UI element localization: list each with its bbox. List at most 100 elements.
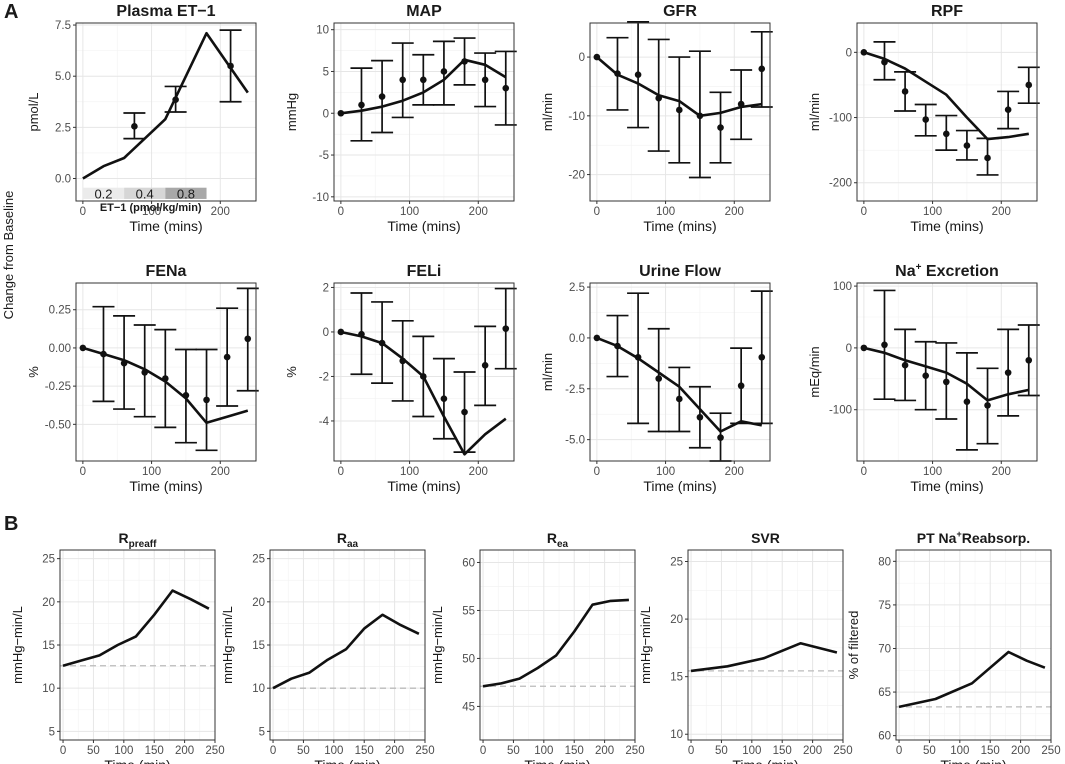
x-axis-label: Time (mins)	[910, 478, 983, 494]
dose-band-0	[82, 187, 125, 199]
y-tick-label: 45	[462, 701, 475, 713]
y-tick-label: -0.50	[45, 419, 71, 431]
x-tick-label: 50	[297, 745, 310, 757]
y-tick-label: 100	[833, 281, 852, 293]
observed-point	[502, 325, 510, 332]
chart-title: Raa	[337, 530, 359, 550]
observed-point	[1004, 106, 1012, 114]
x-axis-label: Time (mins)	[129, 478, 202, 494]
observed-point	[901, 361, 909, 369]
observed-point	[655, 94, 663, 102]
chart-title: FENa	[146, 263, 187, 280]
plot-background	[480, 550, 635, 740]
x-tick-label: 0	[594, 206, 600, 218]
observed-point	[358, 101, 365, 109]
model-line	[82, 31, 249, 180]
x-tick-label: 250	[205, 745, 224, 757]
observed-point	[943, 378, 950, 386]
x-axis-label: Time (mins)	[643, 218, 716, 234]
plot-frame	[75, 22, 257, 202]
chart-title: FELi	[407, 263, 442, 280]
y-axis-label: ml/min	[540, 93, 555, 131]
y-tick-label: 65	[878, 687, 891, 699]
observed-point	[120, 359, 128, 367]
x-tick-label: 100	[142, 466, 161, 478]
x-tick-label: 200	[1011, 745, 1030, 757]
x-tick-label: 200	[725, 466, 744, 478]
x-axis-label: Time (mins)	[643, 478, 716, 494]
chart-raa: 510152025050100150200250RaaTime (min)mmH…	[220, 530, 435, 764]
y-tick-label: 20	[42, 597, 55, 609]
x-tick-label: 200	[992, 466, 1011, 478]
y-tick-label: 10	[316, 25, 329, 37]
chart-title: RPF	[931, 3, 963, 20]
observed-point	[337, 328, 345, 336]
title-subscript: aa	[347, 539, 359, 550]
y-tick-label: 0	[846, 47, 852, 59]
observed-point	[881, 58, 888, 66]
y-tick-label: 2.5	[569, 282, 585, 294]
y-tick-label: -5.0	[565, 435, 585, 447]
title-subscript: ea	[557, 539, 569, 550]
x-tick-label: 150	[981, 745, 1000, 757]
y-tick-label: -100	[829, 113, 852, 125]
x-tick-label: 0	[338, 466, 344, 478]
chart-ptna: 60 65 70 75 80 0 50 100 150 200 250 PT Na+Reabsorp.…	[846, 529, 1061, 764]
plot-frame	[479, 549, 636, 741]
observed-point	[963, 142, 971, 149]
y-tick-label: 80	[878, 556, 891, 568]
y-tick-label: 5	[323, 66, 329, 78]
observed-point	[676, 395, 683, 403]
observed-point	[1025, 81, 1033, 89]
observed-point	[922, 372, 930, 380]
observed-point	[860, 344, 868, 352]
y-axis-label: mEq/min	[807, 346, 822, 397]
model-line	[863, 346, 1030, 402]
title-text: Reabsorp.	[962, 530, 1030, 546]
y-tick-label: 15	[42, 640, 55, 652]
y-tick-label: 0.0	[55, 173, 71, 185]
x-axis-label: Time (mins)	[910, 218, 983, 234]
observed-point	[420, 76, 427, 84]
y-axis-label: pmol/L	[26, 92, 41, 131]
y-tick-label: 5	[259, 726, 265, 738]
x-tick-label: 50	[923, 745, 936, 757]
x-tick-label: 100	[656, 466, 675, 478]
title-text: R	[337, 530, 347, 546]
model-line	[596, 336, 763, 433]
x-axis-label: Time (mins)	[387, 218, 460, 234]
observed-point	[984, 154, 991, 162]
y-tick-label: 60	[878, 731, 891, 743]
chart-rpf: -200 -100 0 0 100 200 RPF Time (mins) ml/min	[807, 3, 1040, 234]
panel-b-label: B	[4, 513, 18, 535]
panel-a-label: A	[4, 1, 18, 23]
y-tick-label: 2	[323, 282, 329, 294]
y-axis-label: ml/min	[540, 353, 555, 391]
observed-point	[696, 413, 704, 421]
observed-point	[655, 375, 663, 382]
observed-point	[481, 76, 489, 84]
y-tick-label: 15	[252, 640, 265, 652]
y-axis-label: ml/min	[807, 93, 822, 131]
plot-frame	[856, 282, 1038, 462]
x-axis-label: Time (min)	[940, 757, 1006, 764]
x-axis-label: Time (mins)	[129, 218, 202, 234]
y-tick-label: 5.0	[55, 71, 71, 83]
shared-y-axis-label: Change from Baseline	[1, 191, 16, 320]
x-axis-label: Time (min)	[732, 757, 798, 764]
y-tick-label: 25	[252, 554, 265, 566]
observed-point	[244, 335, 252, 343]
model-line	[596, 56, 762, 118]
plot-frame	[687, 549, 844, 741]
x-tick-label: 0	[338, 206, 344, 218]
chart-urine: -5.0 -2.5 0.0 2.5 0 100 200 Urine Flow Time (min…	[540, 263, 773, 494]
x-tick-label: 200	[211, 206, 230, 218]
observed-point	[593, 53, 601, 61]
x-tick-label: 50	[507, 745, 520, 757]
observed-point	[461, 58, 468, 65]
y-tick-label: 0	[323, 327, 329, 339]
chart-title: Na+ Excretion	[895, 262, 999, 280]
observed-point	[758, 353, 766, 361]
x-tick-label: 100	[400, 466, 419, 478]
